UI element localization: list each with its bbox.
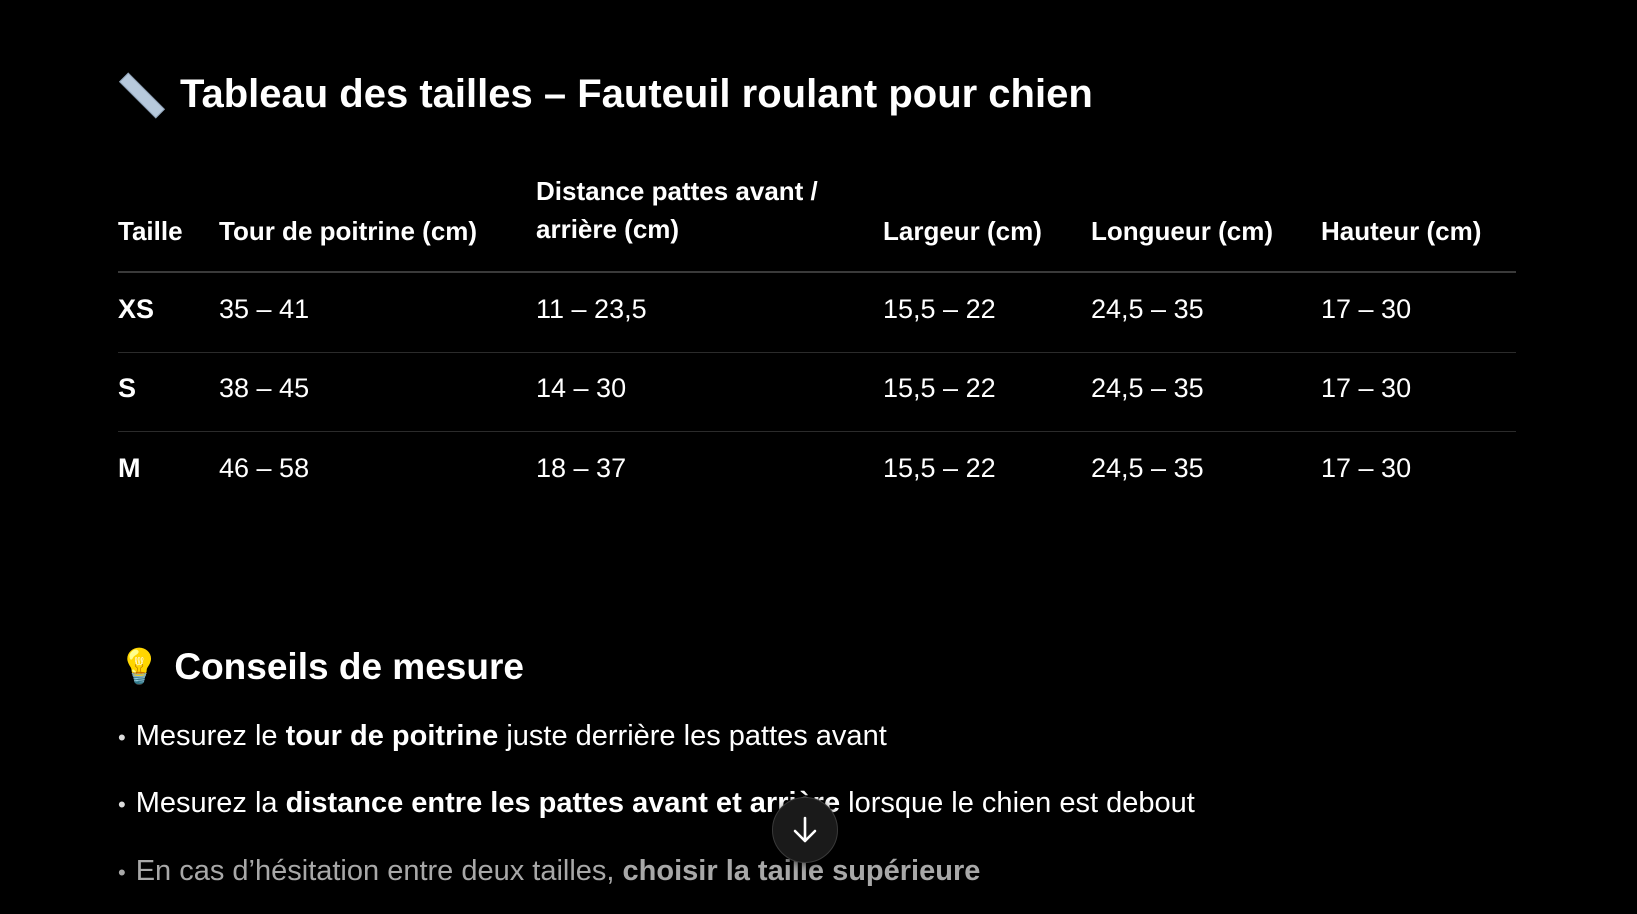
table-cell: 17 – 30 [1321,373,1412,403]
table-cell: 11 – 23,5 [536,294,647,324]
table-cell: 15,5 – 22 [883,294,996,324]
bullet-icon: • [118,792,126,817]
list-item: • Mesurez le tour de poitrine juste derr… [118,720,887,753]
row-divider [118,431,1516,432]
text: Mesurez la [135,787,286,819]
table-cell: 38 – 45 [219,373,310,403]
list-item: • En cas d’hésitation entre deux tailles… [118,855,980,888]
text: lorsque le chien est debout [840,787,1195,819]
size-label: XS [118,294,155,324]
column-header: Taille [118,216,183,246]
page-title: Tableau des tailles – Fauteuil roulant p… [118,72,1093,117]
arrow-down-icon [793,816,817,843]
table-cell: 24,5 – 35 [1091,373,1204,403]
bold-text: distance entre les pattes avant et arriè… [285,787,841,819]
table-cell: 35 – 41 [219,294,310,324]
table-cell: 15,5 – 22 [883,373,996,403]
straight-ruler-icon [118,73,162,117]
table-cell: 15,5 – 22 [883,453,996,483]
size-label: M [118,453,141,483]
table-cell: 14 – 30 [536,373,627,403]
table-cell: 17 – 30 [1321,294,1412,324]
page-title-text: Tableau des tailles – Fauteuil roulant p… [180,72,1093,116]
scroll-to-bottom-button[interactable] [772,797,838,863]
bold-text: tour de poitrine [285,720,499,752]
text: Mesurez le [135,720,286,752]
header-divider [118,271,1516,273]
column-header-line: Distance pattes avant / [536,176,818,206]
size-label: S [118,373,137,403]
bullet-icon: • [118,860,126,885]
bullet-icon: • [118,725,126,750]
column-header: Largeur (cm) [883,216,1042,246]
text: En cas d’hésitation entre deux tailles, [135,855,623,887]
column-header-line: arrière (cm) [536,214,680,244]
row-divider [118,352,1516,353]
tips-heading-text: Conseils de mesure [174,646,524,687]
light-bulb-icon: 💡 [118,648,161,686]
table-cell: 18 – 37 [536,453,627,483]
column-header: Longueur (cm) [1091,216,1273,246]
tips-heading: 💡 Conseils de mesure [118,646,524,688]
table-cell: 24,5 – 35 [1091,294,1204,324]
list-item: • Mesurez la distance entre les pattes a… [118,787,1195,820]
column-header: Distance pattes avant / arrière (cm) [536,172,818,248]
text: juste derrière les pattes avant [498,720,887,752]
table-cell: 17 – 30 [1321,453,1412,483]
table-cell: 24,5 – 35 [1091,453,1204,483]
column-header: Hauteur (cm) [1321,216,1482,246]
table-cell: 46 – 58 [219,453,310,483]
column-header: Tour de poitrine (cm) [219,216,478,246]
